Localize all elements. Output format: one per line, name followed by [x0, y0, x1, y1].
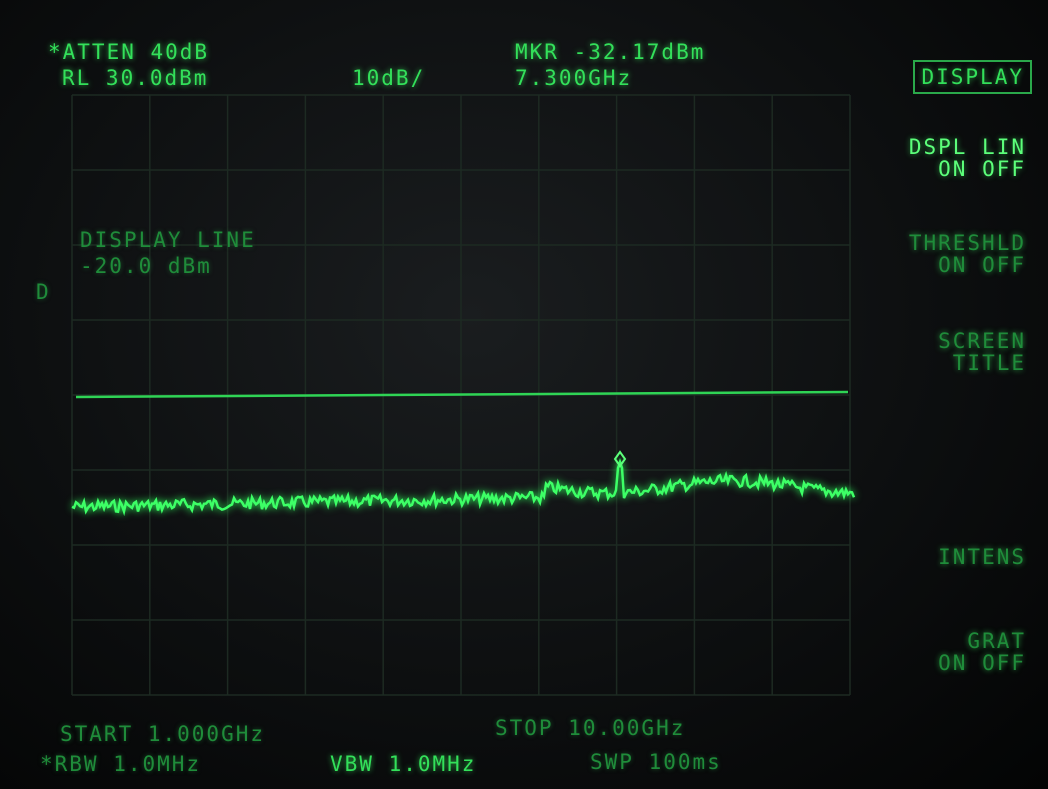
marker-freq: 7.300GHz: [515, 66, 633, 90]
softkey-line: GRAT: [967, 629, 1026, 653]
softkey-line: THRESHLD: [908, 231, 1026, 255]
softkey-line: TITLE: [952, 351, 1026, 375]
vbw: VBW 1.0MHz: [330, 752, 477, 776]
ref-level: RL 30.0dBm: [62, 66, 209, 90]
softkey-line: ON OFF: [938, 651, 1026, 675]
softkey[interactable]: INTENS: [938, 546, 1026, 568]
start-freq: START 1.000GHz: [60, 722, 266, 746]
scale: 10dB/: [352, 66, 426, 90]
softkey-line: DISPLAY: [921, 65, 1024, 89]
softkey[interactable]: THRESHLD ON OFF: [909, 232, 1026, 276]
softkey-line: SCREEN: [938, 329, 1026, 353]
rbw: *RBW 1.0MHz: [40, 752, 202, 776]
softkey[interactable]: GRAT ON OFF: [938, 630, 1026, 674]
stop-freq: STOP 10.00GHz: [495, 716, 686, 740]
softkey-line: ON OFF: [938, 253, 1026, 277]
marker-diamond: [613, 450, 627, 468]
softkey[interactable]: SCREEN TITLE: [938, 330, 1026, 374]
line-marker: D: [36, 280, 51, 304]
sweep: SWP 100ms: [590, 750, 722, 774]
atten: *ATTEN 40dB: [48, 40, 210, 64]
softkey-line: INTENS: [938, 545, 1026, 569]
softkey-line: ON OFF: [938, 157, 1026, 181]
display-line: [75, 390, 849, 399]
annotation-title: DISPLAY LINE: [80, 228, 256, 252]
trace: [71, 458, 856, 517]
marker-level: MKR -32.17dBm: [515, 40, 706, 64]
annotation-value: -20.0 dBm: [80, 254, 212, 278]
softkey[interactable]: DSPL LIN ON OFF: [909, 136, 1026, 180]
softkey-line: DSPL LIN: [908, 135, 1026, 159]
softkey[interactable]: DISPLAY: [913, 60, 1032, 94]
